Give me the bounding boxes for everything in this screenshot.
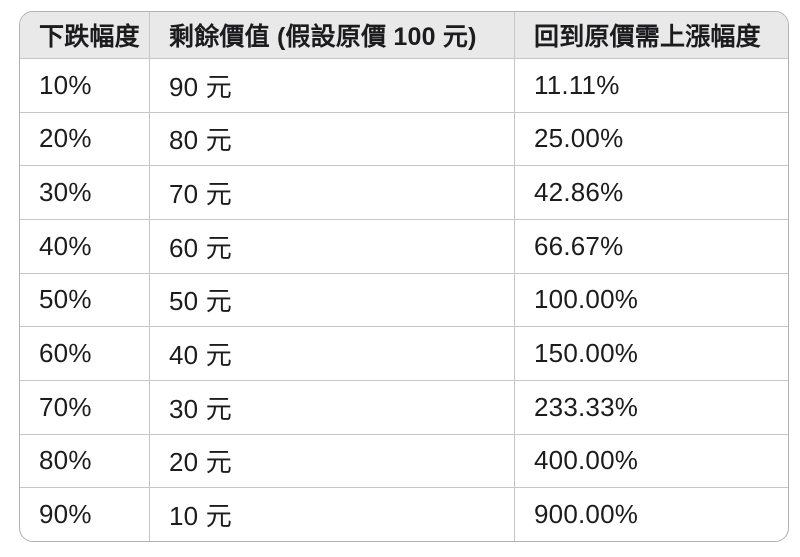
column-header-remaining-value: 剩餘價值 (假設原價 100 元)	[149, 12, 514, 58]
cell-drop: 50%	[20, 272, 149, 327]
cell-remaining: 40 元	[149, 326, 514, 380]
cell-remaining: 10 元	[149, 487, 514, 541]
cell-rise: 233.33%	[514, 380, 788, 434]
cell-remaining: 50 元	[149, 272, 514, 327]
cell-remaining: 30 元	[149, 380, 514, 434]
cell-drop: 30%	[20, 165, 149, 219]
cell-drop: 80%	[20, 433, 149, 488]
decline-recovery-table: 下跌幅度 剩餘價值 (假設原價 100 元) 回到原價需上漲幅度 10% 90 …	[19, 11, 789, 542]
cell-drop: 60%	[20, 326, 149, 380]
cell-drop: 10%	[20, 58, 149, 112]
column-header-required-rise: 回到原價需上漲幅度	[514, 12, 788, 58]
cell-remaining: 80 元	[149, 111, 514, 166]
cell-drop: 20%	[20, 111, 149, 166]
cell-rise: 42.86%	[514, 165, 788, 219]
cell-rise: 150.00%	[514, 326, 788, 380]
cell-rise: 900.00%	[514, 487, 788, 541]
cell-drop: 70%	[20, 380, 149, 434]
column-header-drop: 下跌幅度	[20, 12, 149, 58]
cell-rise: 100.00%	[514, 272, 788, 327]
cell-remaining: 90 元	[149, 58, 514, 112]
cell-remaining: 70 元	[149, 165, 514, 219]
cell-drop: 40%	[20, 219, 149, 273]
cell-rise: 25.00%	[514, 111, 788, 166]
cell-rise: 66.67%	[514, 219, 788, 273]
cell-remaining: 60 元	[149, 219, 514, 273]
cell-rise: 400.00%	[514, 433, 788, 488]
cell-remaining: 20 元	[149, 433, 514, 488]
cell-rise: 11.11%	[514, 58, 788, 112]
cell-drop: 90%	[20, 487, 149, 541]
